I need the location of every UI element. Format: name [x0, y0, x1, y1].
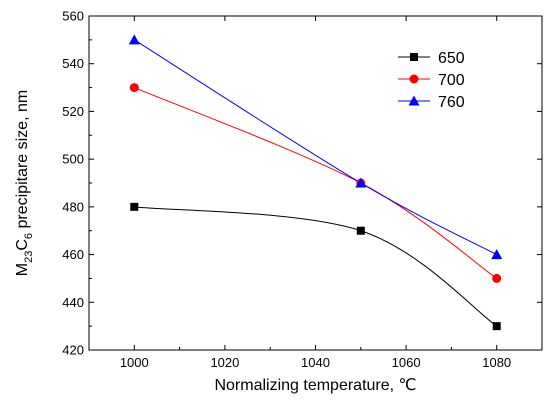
x-tick-label: 1020: [210, 355, 239, 370]
y-tick-label: 500: [62, 152, 84, 167]
y-tick-label: 520: [62, 104, 84, 119]
y-tick-label: 440: [62, 295, 84, 310]
data-point-650: [492, 322, 501, 331]
y-tick-label: 420: [62, 343, 84, 358]
y-axis-title: M23C6 precipitare size, nm: [14, 90, 35, 276]
series-line-650: [134, 206, 497, 327]
x-tick-labels: 1000 1020 1040 1060 1080: [120, 355, 511, 370]
y-axis-title-prefix: M: [14, 263, 31, 276]
y-axis-title-suffix: precipitare size, nm: [14, 90, 31, 233]
data-point-650: [356, 226, 365, 235]
legend: 650 700 760: [398, 50, 465, 111]
legend-marker-700: [409, 74, 419, 84]
data-point-700: [129, 83, 139, 93]
y-tick-label: 540: [62, 56, 84, 71]
legend-marker-650: [410, 53, 418, 61]
axis-ticks: [88, 15, 543, 351]
plot-frame: [88, 15, 543, 351]
data-point-760: [355, 177, 367, 188]
legend-label-650: 650: [438, 50, 465, 67]
legend-label-700: 700: [438, 72, 465, 89]
series-markers: [128, 34, 503, 331]
series-line-760: [134, 39, 497, 256]
y-tick-label: 460: [62, 247, 84, 262]
y-tick-label: 480: [62, 199, 84, 214]
x-axis-title: Normalizing temperature, ℃: [214, 377, 416, 394]
data-point-700: [492, 273, 502, 283]
series-line-700: [134, 87, 497, 279]
x-tick-label: 1080: [482, 355, 511, 370]
data-point-760: [128, 34, 140, 45]
legend-label-760: 760: [438, 94, 465, 111]
y-tick-labels: 420 440 460 480 500 520 540 560: [62, 9, 84, 358]
y-tick-label: 560: [62, 9, 84, 24]
legend-marker-760: [408, 95, 420, 106]
y-axis-title-sub2: 6: [23, 233, 35, 239]
x-tick-label: 1000: [120, 355, 149, 370]
x-tick-label: 1060: [392, 355, 421, 370]
data-point-650: [130, 202, 139, 211]
y-axis-title-sub1: 23: [23, 251, 35, 263]
y-axis-title-mid: C: [14, 239, 31, 251]
x-tick-label: 1040: [301, 355, 330, 370]
data-point-760: [491, 249, 503, 260]
